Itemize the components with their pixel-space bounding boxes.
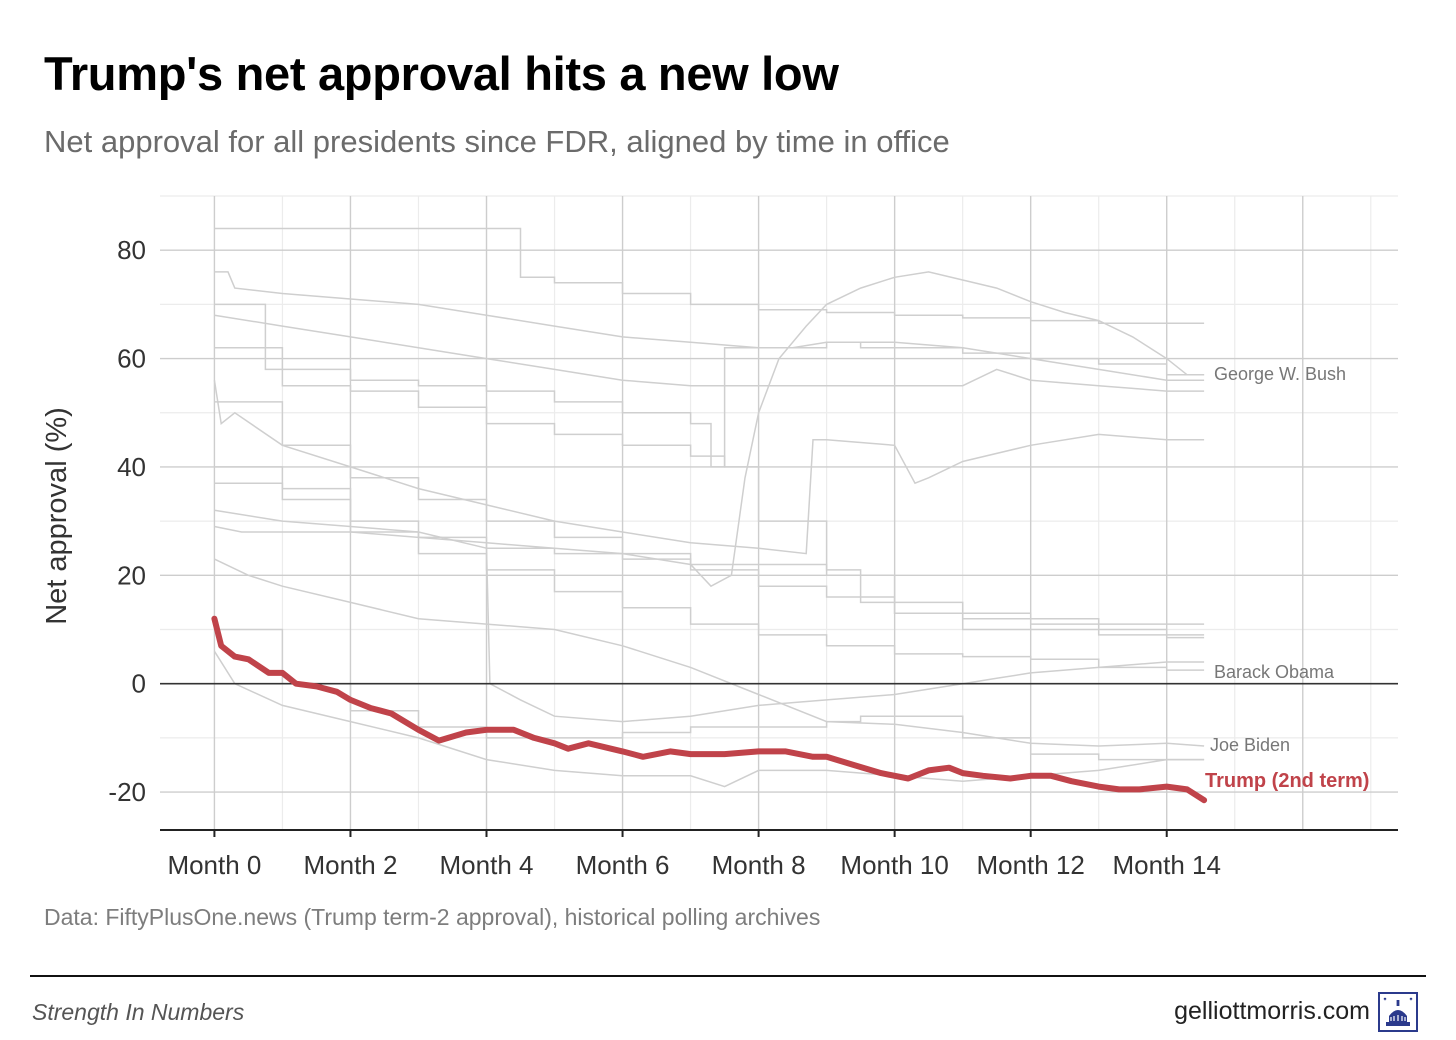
series-line-george-w-bush bbox=[214, 271, 1205, 588]
series-line-history-5 bbox=[214, 271, 1205, 381]
y-tick-label: 40 bbox=[117, 452, 146, 482]
x-tick-label: Month 4 bbox=[440, 850, 534, 880]
y-tick-label: -20 bbox=[108, 777, 146, 807]
series-line-joe-biden bbox=[214, 558, 1205, 747]
y-tick-label: 20 bbox=[117, 560, 146, 590]
series-line-history-6 bbox=[214, 303, 1205, 468]
y-tick-label: 0 bbox=[132, 669, 146, 699]
y-axis: -20 0 20 40 60 80 bbox=[108, 235, 146, 807]
line-chart: Month 0 Month 2 Month 4 Month 6 Month 8 Month… bbox=[41, 195, 1398, 880]
capitol-dome-icon bbox=[1378, 992, 1418, 1032]
x-tick-label: Month 2 bbox=[303, 850, 397, 880]
footer-divider bbox=[30, 975, 1426, 977]
y-axis-title: Net approval (%) bbox=[41, 407, 73, 625]
series-line-history-14 bbox=[214, 401, 1205, 639]
chart-subtitle: Net approval for all presidents since FD… bbox=[44, 124, 950, 159]
series-line-history-10 bbox=[214, 466, 1205, 636]
background-series bbox=[213, 227, 1205, 788]
series-line-history-11 bbox=[214, 509, 1205, 723]
x-tick-label: Month 8 bbox=[712, 850, 806, 880]
source-note: Data: FiftyPlusOne.news (Trump term-2 ap… bbox=[44, 904, 821, 930]
y-tick-label: 60 bbox=[117, 344, 146, 374]
series-line-barack-obama bbox=[214, 482, 1205, 671]
x-tick-label: Month 0 bbox=[167, 850, 261, 880]
x-tick-label: Month 12 bbox=[976, 850, 1084, 880]
series-line-history-8 bbox=[214, 346, 1205, 625]
x-tick-label: Month 14 bbox=[1113, 850, 1221, 880]
y-tick-label: 80 bbox=[117, 235, 146, 265]
series-labels: Trump (2nd term) George W. Bush Barack Oba… bbox=[1205, 364, 1369, 792]
x-tick-label: Month 10 bbox=[840, 850, 948, 880]
highlight-series bbox=[211, 615, 1208, 804]
series-label-trump-2nd-term-: Trump (2nd term) bbox=[1205, 770, 1369, 792]
x-axis: Month 0 Month 2 Month 4 Month 6 Month 8 Month… bbox=[160, 829, 1398, 880]
series-line-trump-2nd-term bbox=[211, 615, 1208, 804]
series-label-george-w-bush: George W. Bush bbox=[1214, 364, 1346, 384]
series-label-joe-biden: Joe Biden bbox=[1210, 735, 1290, 755]
chart-title: Trump's net approval hits a new low bbox=[44, 47, 839, 100]
series-line-history-7 bbox=[214, 314, 1205, 392]
series-line-history-4 bbox=[214, 227, 1205, 325]
x-tick-label: Month 6 bbox=[576, 850, 670, 880]
series-label-barack-obama: Barack Obama bbox=[1214, 662, 1335, 682]
publication-name: Strength In Numbers bbox=[32, 999, 245, 1025]
website-link[interactable]: gelliottmorris.com bbox=[1174, 997, 1370, 1025]
series-line-history-9 bbox=[213, 380, 1205, 555]
series-line-history-12 bbox=[214, 628, 1205, 761]
